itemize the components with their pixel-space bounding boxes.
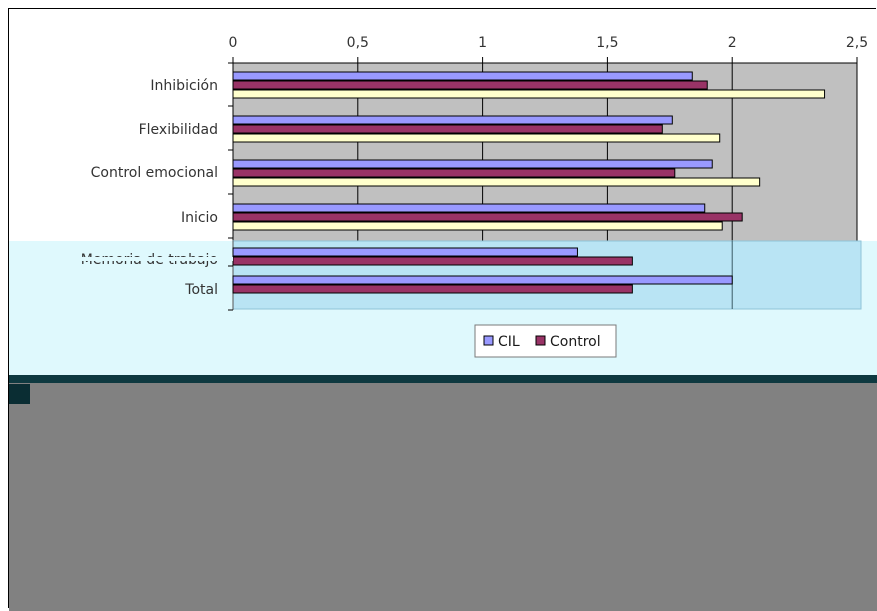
series-third-bar bbox=[232, 221, 723, 231]
series-cil-bar bbox=[232, 247, 578, 257]
series-control-bar bbox=[232, 256, 633, 266]
legend-label: Control bbox=[550, 334, 601, 350]
legend-label: CIL bbox=[498, 334, 520, 350]
x-tick-label: 0,5 bbox=[347, 35, 369, 51]
legend-swatch bbox=[483, 335, 494, 346]
series-cil-bar bbox=[232, 159, 713, 169]
series-cil-bar bbox=[232, 71, 693, 81]
x-tick-label: 1 bbox=[478, 35, 487, 51]
category-label: Inhibición bbox=[150, 78, 218, 94]
x-tick-label: 1,5 bbox=[596, 35, 618, 51]
legend-swatch bbox=[535, 335, 546, 346]
category-label: Control emocional bbox=[91, 165, 218, 181]
series-cil-bar bbox=[232, 115, 673, 125]
window-frame bbox=[8, 8, 876, 608]
series-control-bar bbox=[232, 284, 633, 294]
series-third-bar bbox=[232, 133, 721, 143]
bar-chart: 0 0,5 1 1,5 2 2,5 Inhibición Flexibilidad Contro… bbox=[9, 35, 877, 375]
empty-grey-panel bbox=[9, 383, 877, 611]
x-tick-label: 2 bbox=[728, 35, 737, 51]
series-control-bar bbox=[232, 168, 676, 178]
resize-grip-icon bbox=[9, 384, 30, 404]
overlay-panel-edge bbox=[9, 257, 233, 261]
category-label: Total bbox=[184, 282, 218, 298]
series-control-bar bbox=[232, 80, 708, 90]
category-label: Flexibilidad bbox=[139, 122, 218, 138]
series-third-bar bbox=[232, 89, 826, 99]
series-control-bar bbox=[232, 124, 663, 134]
series-control-bar bbox=[232, 212, 743, 222]
window-divider-strip bbox=[9, 375, 877, 384]
series-cil-bar bbox=[232, 275, 733, 285]
x-tick-label: 0 bbox=[229, 35, 238, 51]
x-tick-label: 2,5 bbox=[846, 35, 868, 51]
category-label: Inicio bbox=[181, 210, 218, 226]
series-third-bar bbox=[232, 177, 761, 187]
series-cil-bar bbox=[232, 203, 706, 213]
